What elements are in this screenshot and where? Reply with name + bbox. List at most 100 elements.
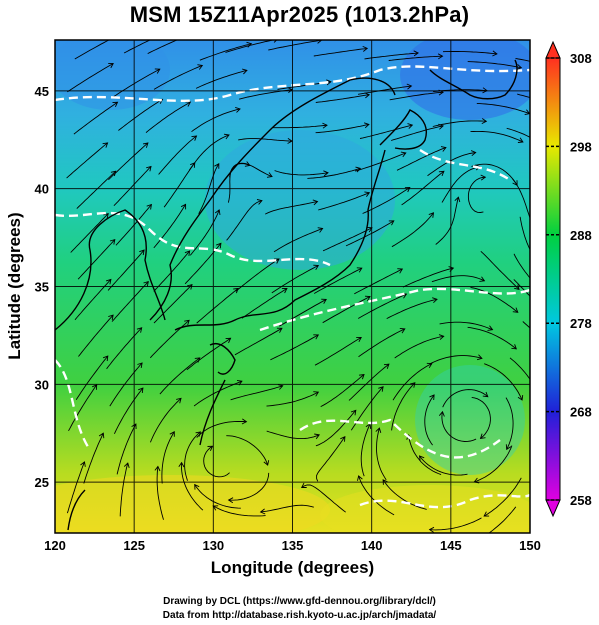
streamline	[470, 130, 524, 143]
streamline-arrowhead	[428, 212, 435, 218]
streamline-arrowhead	[418, 455, 425, 462]
streamline-arrowhead	[322, 122, 328, 129]
streamline	[184, 431, 201, 481]
streamline	[432, 120, 487, 127]
streamline-arrowhead	[517, 395, 524, 401]
streamline-arrowhead	[505, 444, 512, 451]
streamline-arrowhead	[131, 423, 137, 430]
streamline	[314, 337, 362, 366]
streamline	[313, 47, 368, 57]
streamline	[515, 57, 530, 62]
y-tick-label: 25	[35, 475, 49, 490]
streamline-arrowhead	[259, 508, 266, 515]
wind-streamlines	[66, 40, 568, 542]
streamline-arrowhead	[454, 196, 461, 203]
streamline-arrowhead	[146, 165, 152, 172]
streamline	[419, 455, 468, 476]
streamline-arrowhead	[475, 537, 480, 542]
streamline	[429, 355, 483, 365]
streamline	[474, 445, 513, 483]
streamline	[195, 69, 248, 89]
streamline-arrowhead	[123, 462, 130, 469]
streamline-arrowhead	[563, 108, 568, 113]
y-tick-label: 35	[35, 280, 49, 295]
streamline-arrowhead	[146, 203, 152, 210]
streamline	[70, 213, 109, 253]
streamline	[427, 152, 476, 177]
streamline	[391, 382, 416, 431]
streamline-arrowhead	[399, 327, 406, 334]
streamline	[149, 319, 190, 359]
streamline-arrowhead	[223, 133, 230, 140]
streamline	[364, 52, 419, 60]
streamline	[108, 142, 149, 181]
streamline-arrowhead	[244, 161, 251, 167]
streamline	[467, 176, 486, 213]
streamline	[186, 337, 231, 371]
streamline	[358, 475, 395, 516]
streamline	[484, 363, 523, 401]
credit-data: Data from http://database.rish.kyoto-u.a…	[162, 610, 437, 621]
streamline	[153, 65, 203, 90]
streamline-arrowhead	[241, 68, 248, 75]
streamline-arrowhead	[429, 394, 435, 401]
streamline-arrowhead	[438, 410, 445, 417]
plot-frame	[54, 39, 531, 534]
colorbar-min-arrow	[545, 499, 561, 518]
streamline-arrowhead	[98, 432, 105, 439]
streamline-arrowhead	[312, 199, 319, 206]
streamline-arrowhead	[233, 287, 239, 294]
streamline	[318, 192, 370, 211]
streamline-arrowhead	[102, 142, 109, 148]
streamline-arrowhead	[256, 199, 263, 205]
streamline-arrowhead	[266, 172, 273, 178]
streamline-arrowhead	[541, 292, 546, 297]
streamline-arrowhead	[184, 250, 191, 256]
streamline	[274, 170, 329, 176]
streamline	[357, 293, 407, 319]
streamline-arrowhead	[180, 203, 187, 210]
streamline	[322, 296, 371, 324]
streamline-arrowhead	[112, 101, 119, 107]
streamline	[226, 200, 263, 241]
streamline	[424, 394, 435, 446]
streamline-arrowhead	[216, 242, 222, 249]
streamline	[159, 357, 201, 395]
streamline	[66, 461, 85, 514]
streamline	[265, 201, 318, 215]
streamline	[235, 258, 280, 292]
y-tick-label: 40	[35, 182, 49, 197]
streamline	[189, 209, 220, 256]
streamline	[517, 93, 530, 99]
streamline	[358, 328, 405, 358]
streamline	[153, 204, 186, 249]
streamline-arrowhead	[438, 170, 445, 177]
streamline	[156, 466, 164, 520]
coastlines	[55, 59, 518, 531]
streamline	[75, 355, 109, 401]
streamline	[113, 68, 161, 98]
streamline-arrowhead	[404, 187, 411, 193]
streamline	[73, 101, 118, 135]
streamline-arrowhead	[227, 497, 234, 504]
streamline	[442, 51, 497, 55]
streamline	[116, 423, 137, 475]
streamline	[441, 166, 480, 203]
streamline-arrowhead	[207, 445, 214, 451]
streamline-arrowhead	[300, 482, 307, 488]
streamline-arrowhead	[314, 433, 321, 440]
colorbar-max-arrow	[545, 40, 561, 59]
streamline-arrowhead	[80, 461, 86, 467]
streamline-arrowhead	[438, 334, 445, 340]
streamline-arrowhead	[313, 334, 320, 340]
streamline	[241, 288, 288, 319]
streamline-arrowhead	[143, 280, 149, 287]
x-tick-label: 130	[202, 538, 224, 553]
streamline-arrowhead	[492, 50, 498, 57]
streamline-arrowhead	[516, 64, 523, 70]
x-tick-label: 145	[440, 538, 462, 553]
streamline-arrowhead	[273, 40, 278, 43]
streamline	[429, 517, 482, 531]
streamline	[118, 98, 163, 131]
streamline-arrowhead	[194, 483, 200, 490]
